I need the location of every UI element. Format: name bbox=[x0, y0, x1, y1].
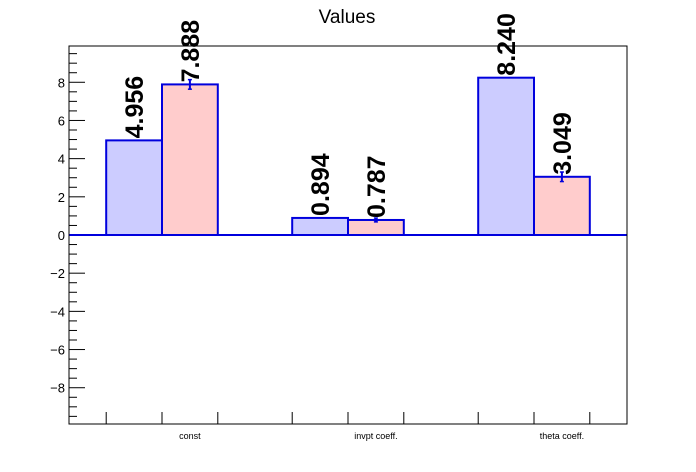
y-tick-label: −8 bbox=[50, 381, 65, 396]
data-label: 8.240 bbox=[493, 13, 521, 76]
y-tick-label: 6 bbox=[58, 113, 65, 128]
data-label: 3.049 bbox=[549, 112, 577, 175]
plot-frame bbox=[68, 45, 628, 425]
y-tick-label: 0 bbox=[58, 228, 65, 243]
plot-area: −8 −6 −4 −2 0 2 4 6 8 const invpt coeff. theta coef… bbox=[50, 13, 627, 441]
bar bbox=[477, 76, 536, 237]
bar bbox=[105, 139, 163, 236]
data-label: 0.894 bbox=[307, 153, 335, 216]
y-tick-label: −4 bbox=[50, 304, 65, 319]
bar bbox=[161, 83, 219, 237]
y-tick-label: −2 bbox=[50, 266, 65, 281]
y-tick-label: 8 bbox=[58, 75, 65, 90]
x-category-label: const bbox=[179, 431, 201, 441]
bar bbox=[533, 175, 591, 237]
x-category-label: theta coeff. bbox=[540, 431, 584, 441]
y-tick-label: 4 bbox=[58, 152, 65, 167]
data-label: 0.787 bbox=[363, 155, 391, 218]
y-tick-label: −6 bbox=[50, 343, 65, 358]
x-category-label: invpt coeff. bbox=[354, 431, 397, 441]
y-tick-label: 2 bbox=[58, 190, 65, 205]
chart-title: Values bbox=[319, 7, 376, 28]
data-label: 7.888 bbox=[177, 20, 205, 83]
bar bbox=[291, 216, 350, 236]
data-label: 4.956 bbox=[121, 76, 149, 139]
